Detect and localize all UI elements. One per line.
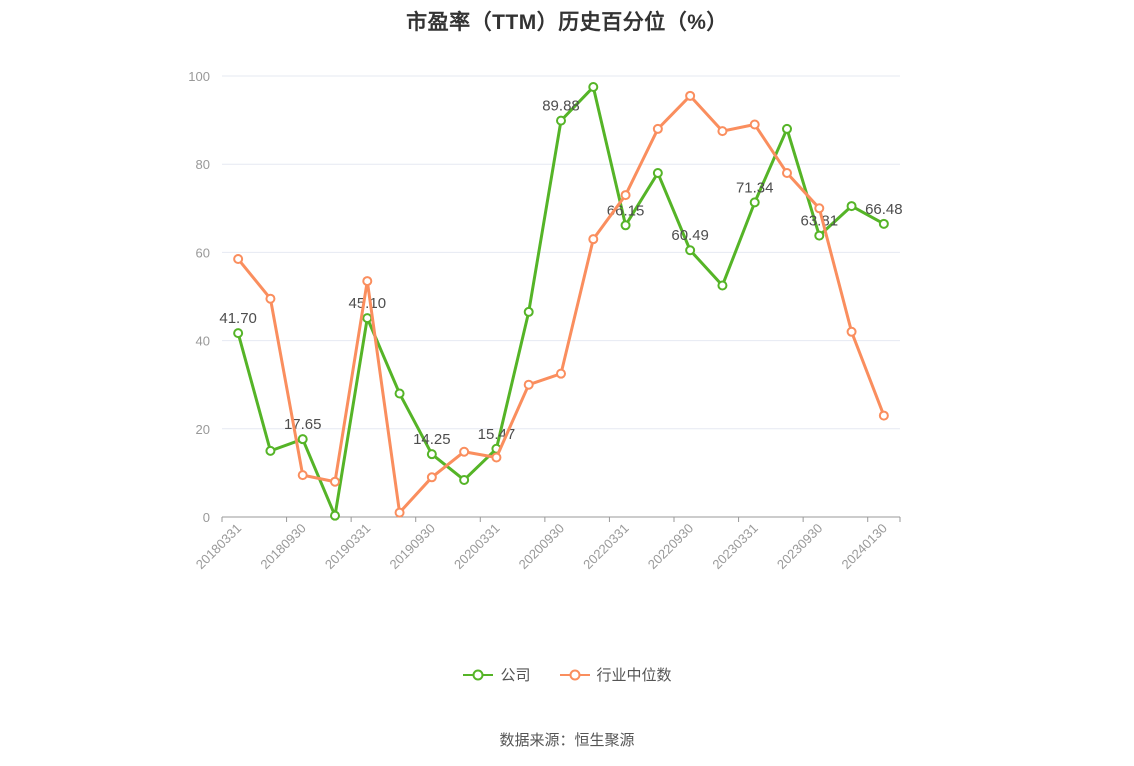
y-axis-label: 80 [196, 157, 210, 172]
company-data-point [523, 306, 534, 317]
company-data-point [426, 449, 437, 460]
industry-median-data-point [814, 203, 825, 214]
company-data-point [749, 197, 760, 208]
industry-median-data-point [426, 472, 437, 483]
industry-median-data-point [620, 190, 631, 201]
industry-median-data-point [233, 254, 244, 265]
x-axis-label: 20220331 [580, 521, 632, 573]
industry-median-data-point [491, 452, 502, 463]
company-data-point [265, 445, 276, 456]
industry-median-data-point [652, 123, 663, 134]
industry-median-data-point [394, 507, 405, 518]
x-axis-label: 20230930 [774, 521, 826, 573]
x-axis-label: 20180331 [193, 521, 245, 573]
industry-median-data-point [523, 379, 534, 390]
company-data-point [814, 230, 825, 241]
x-axis-label: 20190930 [386, 521, 438, 573]
x-axis-label: 20220930 [645, 521, 697, 573]
company-data-point [588, 82, 599, 93]
company-data-point [459, 474, 470, 485]
company-data-point [846, 201, 857, 212]
y-axis-label: 40 [196, 334, 210, 349]
industry-median-data-point [297, 470, 308, 481]
data-point-label: 71.34 [736, 179, 774, 196]
x-axis-label: 20230331 [709, 521, 761, 573]
industry-median-data-point [685, 90, 696, 101]
data-point-label: 89.88 [542, 98, 580, 115]
company-legend-marker [463, 669, 494, 680]
industry-median-data-point [782, 168, 792, 179]
x-axis-label: 20200930 [516, 521, 568, 573]
page-title: 市盈率（TTM）历史百分位（%） [406, 11, 728, 34]
data-point-label: 63.81 [801, 213, 839, 230]
industry-median-data-point [556, 368, 566, 379]
data-point-label: 17.65 [284, 416, 322, 433]
data-point-label: 60.49 [671, 227, 709, 244]
industry-median-data-point [846, 326, 857, 337]
company-data-point [362, 313, 373, 324]
industry-median-data-point [459, 446, 470, 457]
industry-median-data-point [717, 126, 728, 137]
company-data-point [556, 115, 566, 126]
industry-median-data-point [362, 276, 373, 287]
x-axis-label: 20190331 [322, 521, 374, 573]
industry-median-data-point [878, 410, 889, 421]
company-data-point [652, 168, 663, 179]
data-source-text: 数据来源：恒生聚源 [499, 732, 635, 749]
y-axis-label: 60 [196, 245, 210, 260]
industry-median-data-point [330, 476, 340, 487]
data-point-label: 45.10 [349, 295, 387, 312]
legend-label-industry-median: 行业中位数 [596, 667, 672, 684]
data-point-label: 41.70 [219, 310, 257, 327]
industry-median-data-point [588, 234, 599, 245]
data-point-label: 14.25 [413, 431, 451, 448]
y-axis-label: 100 [188, 69, 210, 84]
industry-median-data-point [749, 119, 760, 130]
x-axis-label: 20180930 [257, 521, 309, 573]
legend-item-company[interactable]: 公司 [462, 664, 531, 685]
chart-legend: 公司 行业中位数 [0, 664, 1134, 685]
company-data-point [685, 245, 696, 256]
legend-item-industry-median[interactable]: 行业中位数 [559, 664, 672, 685]
y-axis-label: 20 [196, 422, 210, 437]
company-data-point [394, 388, 405, 399]
industry-median-line [236, 94, 886, 515]
company-data-point [878, 218, 889, 229]
legend-label-company: 公司 [500, 667, 531, 684]
company-data-point [782, 123, 792, 134]
company-data-point [620, 220, 631, 231]
x-axis-label: 20200331 [451, 521, 503, 573]
company-data-point [297, 434, 308, 445]
x-axis-label: 20240130 [838, 521, 890, 573]
data-point-label: 66.48 [865, 201, 903, 218]
company-data-point [233, 328, 244, 339]
y-axis-label: 0 [203, 510, 210, 525]
company-data-point [717, 280, 728, 291]
company-line [236, 85, 886, 518]
industry-median-legend-marker [559, 669, 590, 680]
company-data-point [330, 510, 340, 521]
industry-median-data-point [265, 293, 276, 304]
